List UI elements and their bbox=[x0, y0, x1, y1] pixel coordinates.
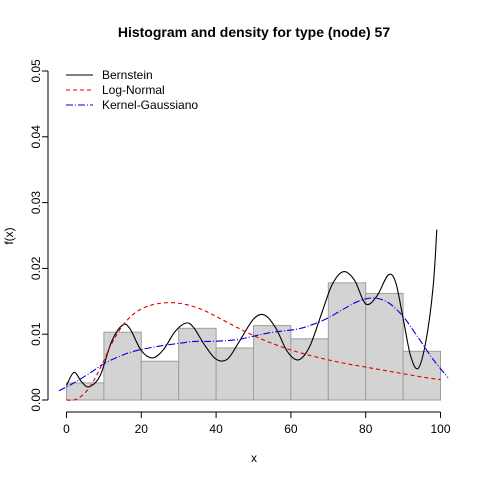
histogram-bar-6 bbox=[290, 338, 329, 401]
y-tick-label-3: 0.03 bbox=[29, 191, 43, 215]
histogram-bar-8 bbox=[365, 292, 404, 401]
x-tick-label-0: 0 bbox=[63, 422, 70, 436]
y-tick-label-4: 0.04 bbox=[29, 125, 43, 149]
y-tick-label-1: 0.01 bbox=[29, 322, 43, 346]
x-tick-label-4: 80 bbox=[359, 422, 373, 436]
axes: 0 20 40 60 80 100 0.00 0.01 0.02 0.03 0.04 0.05 bbox=[29, 59, 451, 436]
histogram-bar-2 bbox=[140, 360, 180, 401]
y-tick-label-5: 0.05 bbox=[29, 59, 43, 83]
y-axis-label: f(x) bbox=[2, 227, 16, 244]
kernel-gaussiano-curve bbox=[58, 297, 449, 392]
histogram-bar-4 bbox=[215, 347, 255, 401]
x-tick-label-5: 100 bbox=[431, 422, 451, 436]
legend-label-2: Kernel-Gaussiano bbox=[102, 98, 198, 112]
x-tick-label-1: 20 bbox=[135, 422, 149, 436]
y-tick-label-2: 0.02 bbox=[29, 256, 43, 280]
histogram-bars bbox=[66, 282, 442, 401]
legend-label-1: Log-Normal bbox=[102, 83, 165, 97]
legend-label-0: Bernstein bbox=[102, 68, 153, 82]
density-curves bbox=[58, 229, 449, 401]
chart-title: Histogram and density for type (node) 57 bbox=[118, 24, 390, 40]
x-axis-label: x bbox=[251, 451, 257, 465]
histogram-bar-1 bbox=[103, 331, 142, 401]
histogram-bar-5 bbox=[253, 325, 292, 401]
histogram-bar-3 bbox=[178, 327, 217, 401]
histogram-bar-7 bbox=[327, 282, 367, 401]
log-normal-curve bbox=[66, 302, 441, 401]
x-tick-label-3: 60 bbox=[284, 422, 298, 436]
x-tick-label-2: 40 bbox=[209, 422, 223, 436]
y-tick-label-0: 0.00 bbox=[29, 388, 43, 412]
